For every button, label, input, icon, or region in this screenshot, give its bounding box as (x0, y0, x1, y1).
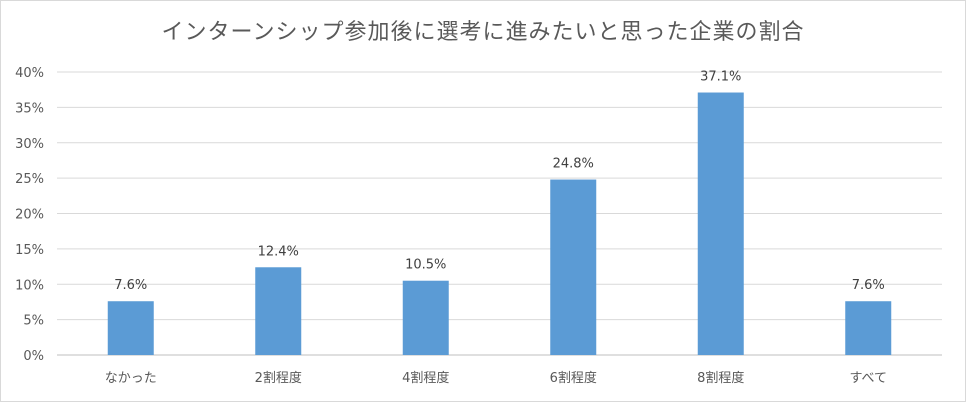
bar (697, 92, 744, 355)
y-tick-label: 10% (15, 278, 44, 293)
x-axis-ticks: なかった 2割程度 4割程度 6割程度 8割程度 すべて (105, 370, 887, 386)
y-tick-label: 40% (15, 66, 44, 81)
x-tick-label: 4割程度 (402, 370, 449, 386)
y-tick-label: 5% (23, 314, 44, 329)
bar (402, 280, 449, 355)
bar (255, 267, 302, 355)
bar (107, 301, 154, 355)
y-tick-label: 20% (15, 208, 44, 223)
y-tick-label: 35% (15, 101, 44, 116)
x-tick-label: 6割程度 (550, 370, 597, 386)
x-tick-label: なかった (105, 371, 157, 386)
data-labels: 7.6% 12.4% 10.5% 24.8% 37.1% 7.6% (114, 70, 885, 294)
x-tick-label: 8割程度 (697, 370, 744, 386)
y-tick-label: 25% (15, 172, 44, 187)
y-tick-label: 0% (23, 349, 44, 364)
data-label: 10.5% (405, 258, 446, 273)
bar (550, 179, 597, 355)
bar (845, 301, 892, 355)
gridlines (57, 71, 942, 356)
data-label: 12.4% (258, 244, 299, 259)
data-label: 37.1% (700, 70, 741, 85)
y-tick-label: 30% (15, 137, 44, 152)
bars (107, 92, 892, 355)
data-label: 7.6% (114, 278, 147, 293)
x-tick-label: 2割程度 (255, 370, 302, 386)
data-label: 24.8% (553, 157, 594, 172)
chart-title: インターンシップ参加後に選考に進みたいと思った企業の割合 (161, 20, 805, 45)
y-axis-ticks: 0% 5% 10% 15% 20% 25% 30% 35% 40% (15, 66, 44, 364)
x-tick-label: すべて (849, 371, 887, 386)
data-label: 7.6% (852, 278, 885, 293)
y-tick-label: 15% (15, 243, 44, 258)
